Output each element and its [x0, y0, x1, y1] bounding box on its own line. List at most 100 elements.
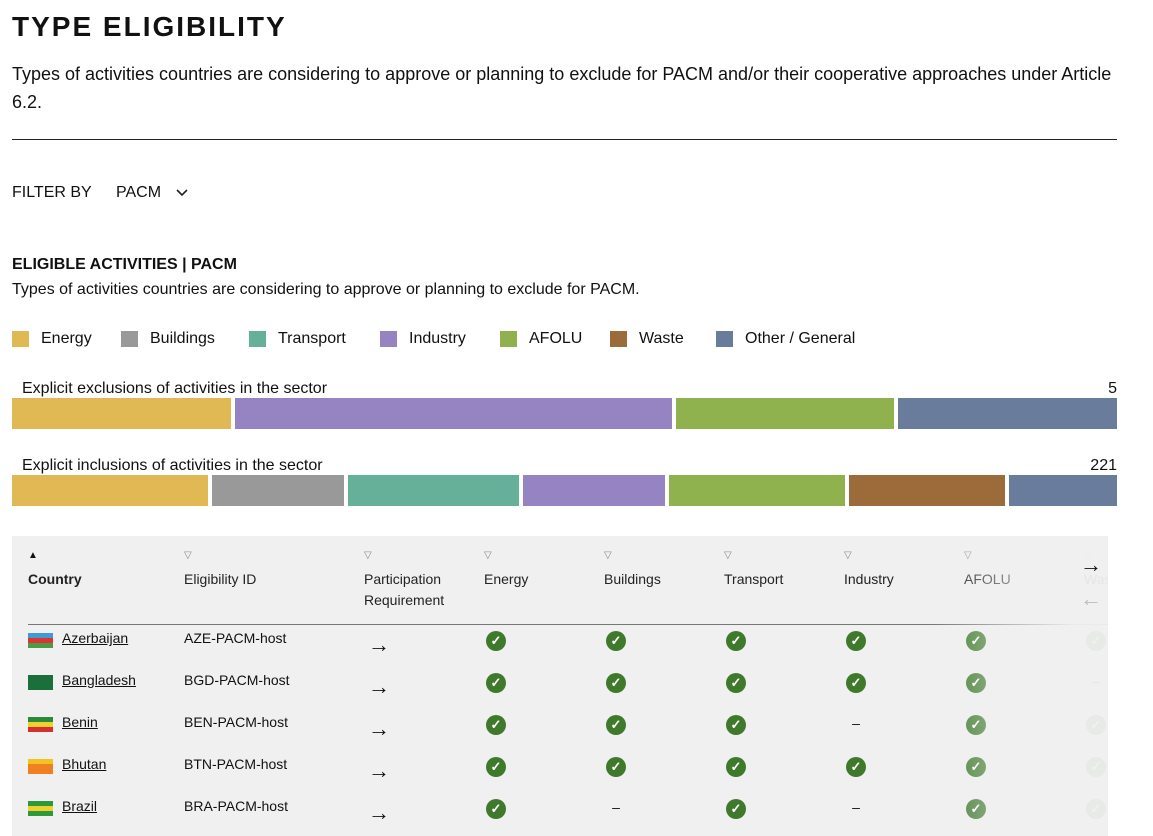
- flag-band: [28, 638, 53, 643]
- header-rule: [28, 624, 1108, 625]
- bar-label: Explicit exclusions of activities in the…: [22, 380, 328, 397]
- filter-value: PACM: [116, 184, 162, 201]
- legend-label: Transport: [278, 330, 346, 347]
- page-title: TYPE ELIGIBILITY: [12, 11, 287, 42]
- filter-label: FILTER BY: [12, 184, 92, 201]
- filter-dropdown[interactable]: PACM: [116, 184, 188, 202]
- sort-icon[interactable]: ▽: [364, 550, 372, 561]
- sort-icon[interactable]: ▲: [28, 550, 38, 561]
- legend-swatch: [249, 331, 266, 347]
- check-icon: ✓: [606, 631, 626, 651]
- bar-label: Explicit inclusions of activities in the…: [22, 457, 323, 474]
- country-link[interactable]: Bangladesh: [62, 672, 136, 688]
- check-icon: ✓: [486, 673, 506, 693]
- scroll-left[interactable]: ←: [1080, 586, 1102, 611]
- bar-total: 5: [1108, 380, 1117, 397]
- check-icon: ✓: [726, 631, 746, 651]
- detail-arrow[interactable]: →: [368, 716, 390, 741]
- sort-icon[interactable]: ▽: [844, 550, 852, 561]
- check-icon: ✓: [726, 757, 746, 777]
- sort-icon[interactable]: ▽: [604, 550, 612, 561]
- legend-label: Energy: [41, 330, 92, 347]
- detail-arrow[interactable]: →: [368, 758, 390, 783]
- eligibility-id: BTN-PACM-host: [184, 756, 288, 772]
- country-link[interactable]: Azerbaijan: [62, 630, 129, 646]
- bar-segment: [675, 398, 895, 429]
- eligibility-id: BGD-PACM-host: [184, 672, 290, 688]
- legend-label: Buildings: [150, 330, 215, 347]
- legend-swatch: [610, 331, 627, 347]
- flag-band: [28, 722, 53, 727]
- column-header: Transport: [724, 571, 784, 587]
- check-icon: ✓: [486, 757, 506, 777]
- eligibility-id: AZE-PACM-host: [184, 630, 287, 646]
- bar-segment: [1009, 475, 1117, 506]
- flag-band: [28, 801, 53, 806]
- column-header: Participation Requirement: [364, 571, 445, 608]
- column-header: Buildings: [604, 571, 661, 587]
- eligibility-id: BEN-PACM-host: [184, 714, 288, 730]
- detail-arrow[interactable]: →: [368, 674, 390, 699]
- legend-label: Industry: [409, 330, 466, 347]
- check-icon: ✓: [846, 673, 866, 693]
- legend-swatch: [716, 331, 733, 347]
- bar-segment: [668, 475, 845, 506]
- detail-arrow[interactable]: →: [368, 632, 390, 657]
- legend-swatch: [380, 331, 397, 347]
- flag-band: [28, 675, 53, 680]
- check-icon: ✓: [606, 715, 626, 735]
- bar-segment: [234, 398, 672, 429]
- check-icon: ✓: [606, 673, 626, 693]
- legend-label: AFOLU: [529, 330, 583, 347]
- sort-icon[interactable]: ▽: [184, 550, 192, 561]
- flag: [28, 675, 53, 690]
- flag: [28, 633, 53, 648]
- detail-arrow[interactable]: →: [368, 800, 390, 825]
- check-icon: ✓: [726, 715, 746, 735]
- eligibility-id: BRA-PACM-host: [184, 798, 288, 814]
- bar-segment: [898, 398, 1117, 429]
- check-icon: ✓: [606, 757, 626, 777]
- bar-segment: [12, 398, 231, 429]
- column-header: Energy: [484, 571, 529, 587]
- section-description: Types of activities countries are consid…: [12, 281, 640, 298]
- flag-band: [28, 643, 53, 648]
- bar-total: 221: [1090, 457, 1117, 474]
- dash: –: [852, 715, 860, 731]
- divider: [12, 139, 1117, 140]
- flag: [28, 717, 53, 732]
- sort-icon[interactable]: ▽: [724, 550, 732, 561]
- country-link[interactable]: Benin: [62, 714, 98, 730]
- column-header: Industry: [844, 571, 894, 587]
- flag-band: [28, 759, 53, 764]
- check-icon: ✓: [486, 715, 506, 735]
- check-icon: ✓: [726, 799, 746, 819]
- table: ▲ Country ▽ Eligibility ID ▽ Participation Re…: [12, 536, 1108, 836]
- country-link[interactable]: Bhutan: [62, 756, 107, 772]
- sort-icon[interactable]: ▽: [484, 550, 492, 561]
- dash: –: [612, 799, 620, 815]
- legend-swatch: [12, 331, 29, 347]
- country-link[interactable]: Brazil: [62, 798, 98, 814]
- flag-band: [28, 727, 53, 732]
- section-title: ELIGIBLE ACTIVITIES | PACM: [12, 256, 237, 273]
- flag-band: [28, 685, 53, 690]
- flag-band: [28, 680, 53, 685]
- legend-swatch: [500, 331, 517, 347]
- bar-segment: [12, 475, 208, 506]
- flag-band: [28, 764, 53, 769]
- flag-band: [28, 633, 53, 638]
- check-icon: ✓: [726, 673, 746, 693]
- legend-label: Waste: [639, 330, 684, 347]
- flag-band: [28, 769, 53, 774]
- page-description: Types of activities countries are consid…: [12, 64, 1112, 112]
- dash: –: [852, 799, 860, 815]
- bar-segment: [347, 475, 519, 506]
- flag: [28, 759, 53, 774]
- check-icon: ✓: [486, 631, 506, 651]
- check-icon: ✓: [846, 631, 866, 651]
- flag-band: [28, 811, 53, 816]
- column-header: Eligibility ID: [184, 571, 257, 587]
- legend-swatch: [121, 331, 138, 347]
- scroll-right[interactable]: →: [1080, 552, 1102, 577]
